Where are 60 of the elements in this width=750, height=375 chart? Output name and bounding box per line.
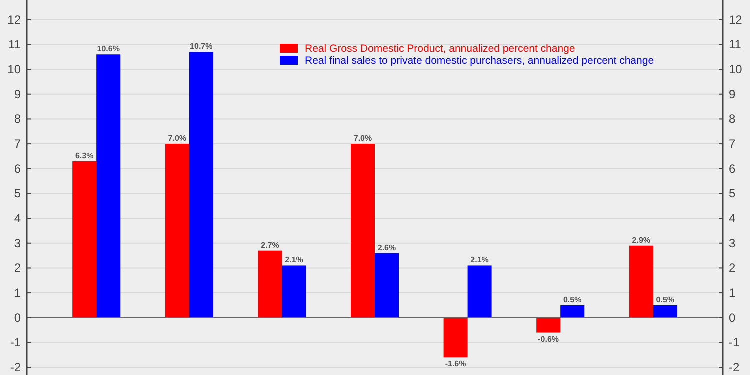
y2-tick-label: 3 [729,236,736,250]
y2-tick-label: -1 [729,336,740,350]
bar [560,305,585,318]
y2-tick-label: 9 [729,87,736,102]
legend-label: Real final sales to private domestic purchasers, annualized percent change [305,55,654,67]
bar [629,246,654,318]
y2-tick-label: 7 [729,137,736,152]
data-label: -1.6% [445,360,466,369]
data-label: 2.9% [632,236,651,245]
y-tick-label: 12 [8,12,22,27]
y-tick-label: 5 [14,186,22,201]
data-label: 2.1% [470,256,489,265]
bar [351,144,375,318]
bar [468,266,492,318]
bar [189,52,214,318]
bar [375,253,399,318]
y2-tick-label: -2 [729,360,740,375]
y-tick-label: 11 [8,38,22,52]
data-label: 2.1% [285,256,304,265]
data-label: 7.0% [354,134,372,144]
data-label: 2.6% [378,243,396,252]
y2-tick-label: 12 [729,12,743,27]
y2-tick-label: 2 [729,261,736,276]
bar [72,161,97,318]
data-label: 0.5% [656,295,675,304]
bar [444,318,468,358]
data-label: -0.6% [538,334,560,344]
y2-tick-label: 10 [729,62,743,77]
bar [258,250,282,318]
y2-tick-label: 6 [729,162,736,176]
y-tick-label: 6 [14,162,22,176]
bar [282,266,306,318]
y-tick-label: 2 [14,261,22,276]
y-tick-label: 10 [8,62,22,77]
y-tick-label: 9 [14,87,22,102]
data-label: 6.3% [75,151,94,160]
y-tick-label: 0 [14,310,22,325]
legend-label: Real Gross Domestic Product, annualized percent change [305,43,576,55]
data-label: 10.7% [190,42,213,52]
y2-tick-label: 0 [729,310,736,325]
bar [96,54,121,318]
bar [165,144,190,318]
y-tick-label: 8 [14,112,22,126]
bar [536,318,561,333]
y-tick-label: 4 [14,212,22,226]
y2-tick-label: 11 [729,38,742,52]
bar [653,305,678,318]
y-tick-label: 7 [14,137,22,152]
y-tick-label: -2 [10,360,22,375]
y2-tick-label: 5 [729,186,736,201]
y2-tick-label: 4 [729,212,736,226]
data-label: 0.5% [563,295,582,304]
data-label: 10.6% [97,44,120,54]
y-tick-label: 1 [14,286,22,300]
y2-tick-label: 1 [729,286,736,300]
y-tick-label: 3 [14,236,22,250]
y-tick-label: -1 [10,336,22,350]
y2-tick-label: 8 [729,112,736,126]
data-label: 2.7% [261,240,280,250]
data-label: 7.0% [168,134,187,144]
